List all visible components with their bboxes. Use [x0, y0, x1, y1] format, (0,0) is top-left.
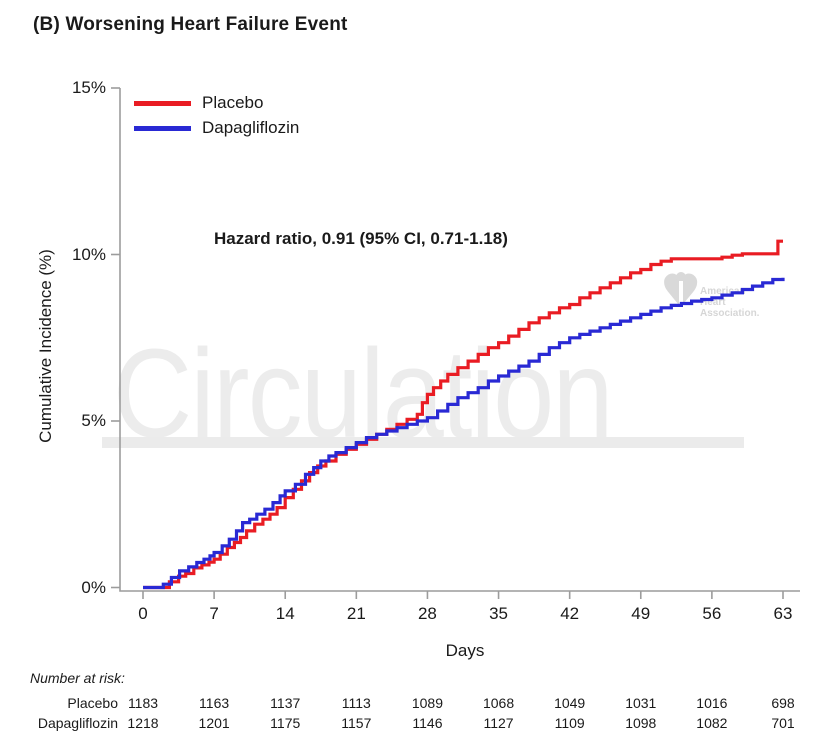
- legend-label: Placebo: [202, 93, 264, 112]
- x-tick-label: 63: [773, 604, 793, 623]
- risk-value: 1109: [554, 714, 585, 731]
- risk-value: 1137: [270, 695, 301, 711]
- risk-value: 698: [771, 695, 795, 711]
- risk-value: 1127: [483, 714, 514, 731]
- y-tick-label: 5%: [81, 411, 106, 430]
- x-tick-label: 21: [346, 604, 366, 623]
- x-tick-label: 42: [560, 604, 580, 623]
- risk-table-caption: Number at risk:: [30, 670, 125, 686]
- aha-torch-icon: [679, 281, 683, 305]
- risk-value: 1089: [411, 695, 444, 711]
- hazard-ratio-annotation: Hazard ratio, 0.91 (95% CI, 0.71-1.18): [214, 229, 508, 248]
- risk-value: 1098: [625, 714, 657, 731]
- x-tick-label: 28: [417, 604, 437, 623]
- risk-value: 1068: [482, 695, 515, 711]
- circulation-watermark-underline: [102, 437, 744, 448]
- legend-line-swatch: [134, 125, 191, 131]
- legend-item-placebo: Placebo: [134, 92, 263, 114]
- x-tick-label: 0: [138, 604, 148, 623]
- y-tick-label: 0%: [81, 577, 106, 597]
- risk-value: 1146: [412, 714, 443, 731]
- risk-value: 1031: [625, 695, 657, 711]
- x-tick-label: 7: [209, 604, 219, 623]
- x-tick-label: 35: [489, 604, 508, 623]
- x-tick-label: 14: [275, 604, 295, 623]
- y-axis-tick-labels: 0% 5% 10% 15%: [0, 0, 106, 745]
- y-tick-label: 15%: [71, 78, 106, 97]
- risk-value: 1201: [198, 714, 230, 731]
- risk-value: 701: [771, 714, 795, 731]
- x-axis-title: Days: [445, 641, 485, 660]
- risk-value: 1175: [270, 714, 301, 731]
- risk-value: 1049: [554, 695, 586, 711]
- legend-line-swatch: [134, 100, 191, 106]
- risk-value: 1113: [341, 695, 371, 711]
- aha-logo-text: American Heart Association.: [700, 286, 760, 319]
- risk-value: 1082: [696, 714, 728, 731]
- risk-value: 1183: [127, 695, 159, 711]
- risk-row-label: Dapagliflozin: [37, 714, 118, 731]
- x-tick-label: 49: [631, 604, 651, 623]
- risk-value: 1016: [696, 695, 728, 711]
- x-tick-label: 56: [702, 604, 722, 623]
- y-tick-label: 10%: [71, 244, 106, 264]
- legend-item-dapagliflozin: Dapagliflozin: [134, 117, 299, 139]
- risk-value: 1157: [341, 714, 372, 731]
- risk-value: 1163: [199, 695, 230, 711]
- circulation-watermark: Circulation: [113, 323, 613, 464]
- series-dapagliflozin: [143, 277, 785, 590]
- series-placebo: [143, 239, 783, 590]
- figure-title: (B) Worsening Heart Failure Event: [33, 14, 348, 35]
- risk-row-label: Placebo: [67, 695, 118, 711]
- risk-value: 1218: [127, 714, 159, 731]
- legend-label: Dapagliflozin: [202, 118, 300, 137]
